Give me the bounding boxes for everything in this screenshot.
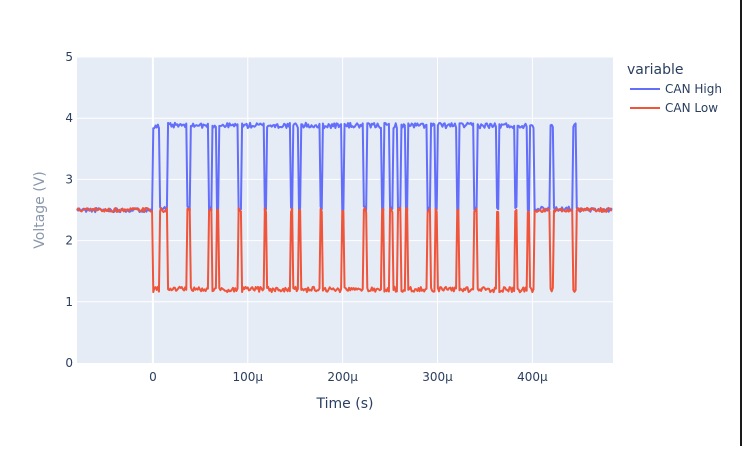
x-axis-title: Time (s) [316, 396, 374, 412]
legend-label: CAN High [665, 82, 722, 96]
legend-item-can-high[interactable]: CAN High [630, 82, 722, 96]
x-tick-label: 400μ [517, 370, 548, 384]
window-edge [740, 0, 742, 446]
legend-item-can-low[interactable]: CAN Low [630, 101, 718, 115]
y-tick-label: 2 [65, 234, 73, 248]
y-tick-label: 3 [65, 172, 73, 186]
y-tick-label: 5 [65, 50, 73, 64]
x-axis-tick-labels: 0 100μ 200μ 300μ 400μ [149, 370, 548, 384]
x-tick-label: 300μ [422, 370, 453, 384]
y-tick-label: 1 [65, 295, 73, 309]
legend-items[interactable]: CAN High CAN Low [630, 82, 722, 115]
legend[interactable]: variable CAN High CAN Low [627, 62, 722, 115]
series-lines [76, 121, 613, 294]
legend-title: variable [627, 62, 683, 78]
series-line-can-low[interactable] [76, 206, 613, 294]
x-tick-label: 0 [149, 370, 157, 384]
x-tick-label: 100μ [232, 370, 263, 384]
y-tick-label: 0 [65, 356, 73, 370]
y-tick-label: 4 [65, 111, 73, 125]
x-tick-label: 200μ [327, 370, 358, 384]
y-axis-title: Voltage (V) [32, 171, 48, 248]
y-axis-tick-labels: 0 1 2 3 4 5 [65, 50, 73, 370]
legend-label: CAN Low [665, 101, 718, 115]
